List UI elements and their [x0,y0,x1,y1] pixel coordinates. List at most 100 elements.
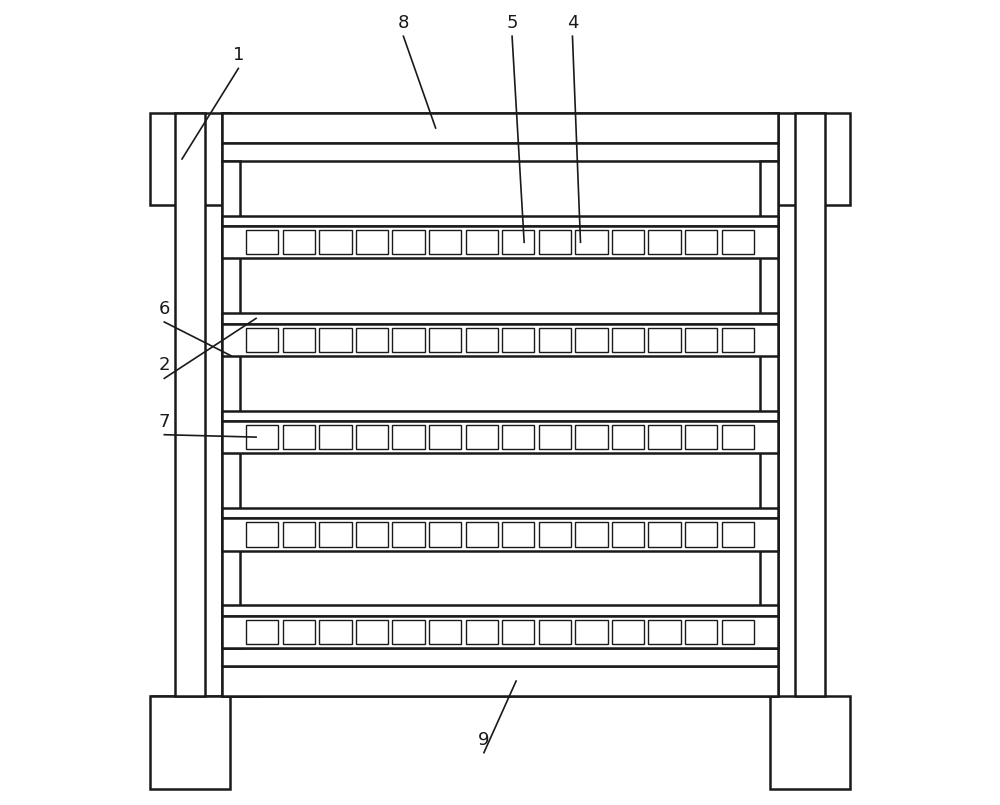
Bar [722,328,754,352]
Bar [283,522,315,547]
Bar [319,425,352,449]
Bar [222,616,778,648]
Bar [175,113,205,696]
Bar [466,620,498,644]
Bar [222,161,240,648]
Text: 8: 8 [398,14,409,32]
Bar [222,518,778,551]
Bar [222,113,778,143]
Bar [648,328,681,352]
Bar [760,161,778,648]
Bar [356,425,388,449]
Bar [283,620,315,644]
Bar [319,230,352,254]
Bar [246,328,278,352]
Bar [612,620,644,644]
Bar [722,522,754,547]
Text: 4: 4 [567,14,578,32]
Bar [685,230,717,254]
Bar [222,508,778,518]
Text: 2: 2 [159,357,170,374]
Bar [648,522,681,547]
Bar [246,230,278,254]
Bar [222,143,778,161]
Bar [502,522,534,547]
Bar [356,230,388,254]
Bar [222,411,778,421]
Bar [356,620,388,644]
Text: 7: 7 [159,413,170,431]
Text: 9: 9 [478,731,490,749]
Bar [319,522,352,547]
Bar [283,425,315,449]
Bar [770,113,850,205]
Bar [575,522,608,547]
Text: 6: 6 [159,300,170,318]
Bar [429,522,461,547]
Bar [246,425,278,449]
Bar [429,425,461,449]
Bar [392,425,425,449]
Bar [575,425,608,449]
Bar [502,620,534,644]
Bar [612,230,644,254]
Bar [356,328,388,352]
Bar [539,522,571,547]
Bar [539,230,571,254]
Bar [502,328,534,352]
Bar [648,425,681,449]
Text: 1: 1 [233,47,244,64]
Bar [222,216,778,226]
Bar [502,425,534,449]
Bar [575,620,608,644]
Bar [685,328,717,352]
Bar [283,230,315,254]
Bar [685,620,717,644]
Bar [575,230,608,254]
Bar [150,113,230,205]
Bar [429,620,461,644]
Bar [392,328,425,352]
Bar [246,522,278,547]
Bar [466,230,498,254]
Bar [283,328,315,352]
Bar [150,696,230,789]
Bar [392,230,425,254]
Bar [222,324,778,356]
Bar [392,620,425,644]
Bar [612,425,644,449]
Bar [222,605,778,616]
Bar [502,230,534,254]
Bar [795,113,825,696]
Bar [222,113,778,696]
Bar [246,620,278,644]
Bar [222,666,778,696]
Bar [392,522,425,547]
Bar [466,522,498,547]
Bar [539,620,571,644]
Bar [319,620,352,644]
Bar [685,522,717,547]
Bar [222,648,778,666]
Bar [356,522,388,547]
Bar [222,421,778,453]
Bar [222,226,778,258]
Bar [466,425,498,449]
Bar [648,230,681,254]
Bar [770,696,850,789]
Bar [648,620,681,644]
Bar [722,425,754,449]
Bar [429,230,461,254]
Bar [222,313,778,324]
Bar [685,425,717,449]
Text: 5: 5 [506,14,518,32]
Bar [722,230,754,254]
Bar [612,328,644,352]
Bar [722,620,754,644]
Bar [612,522,644,547]
Bar [539,425,571,449]
Bar [319,328,352,352]
Bar [466,328,498,352]
Bar [539,328,571,352]
Bar [429,328,461,352]
